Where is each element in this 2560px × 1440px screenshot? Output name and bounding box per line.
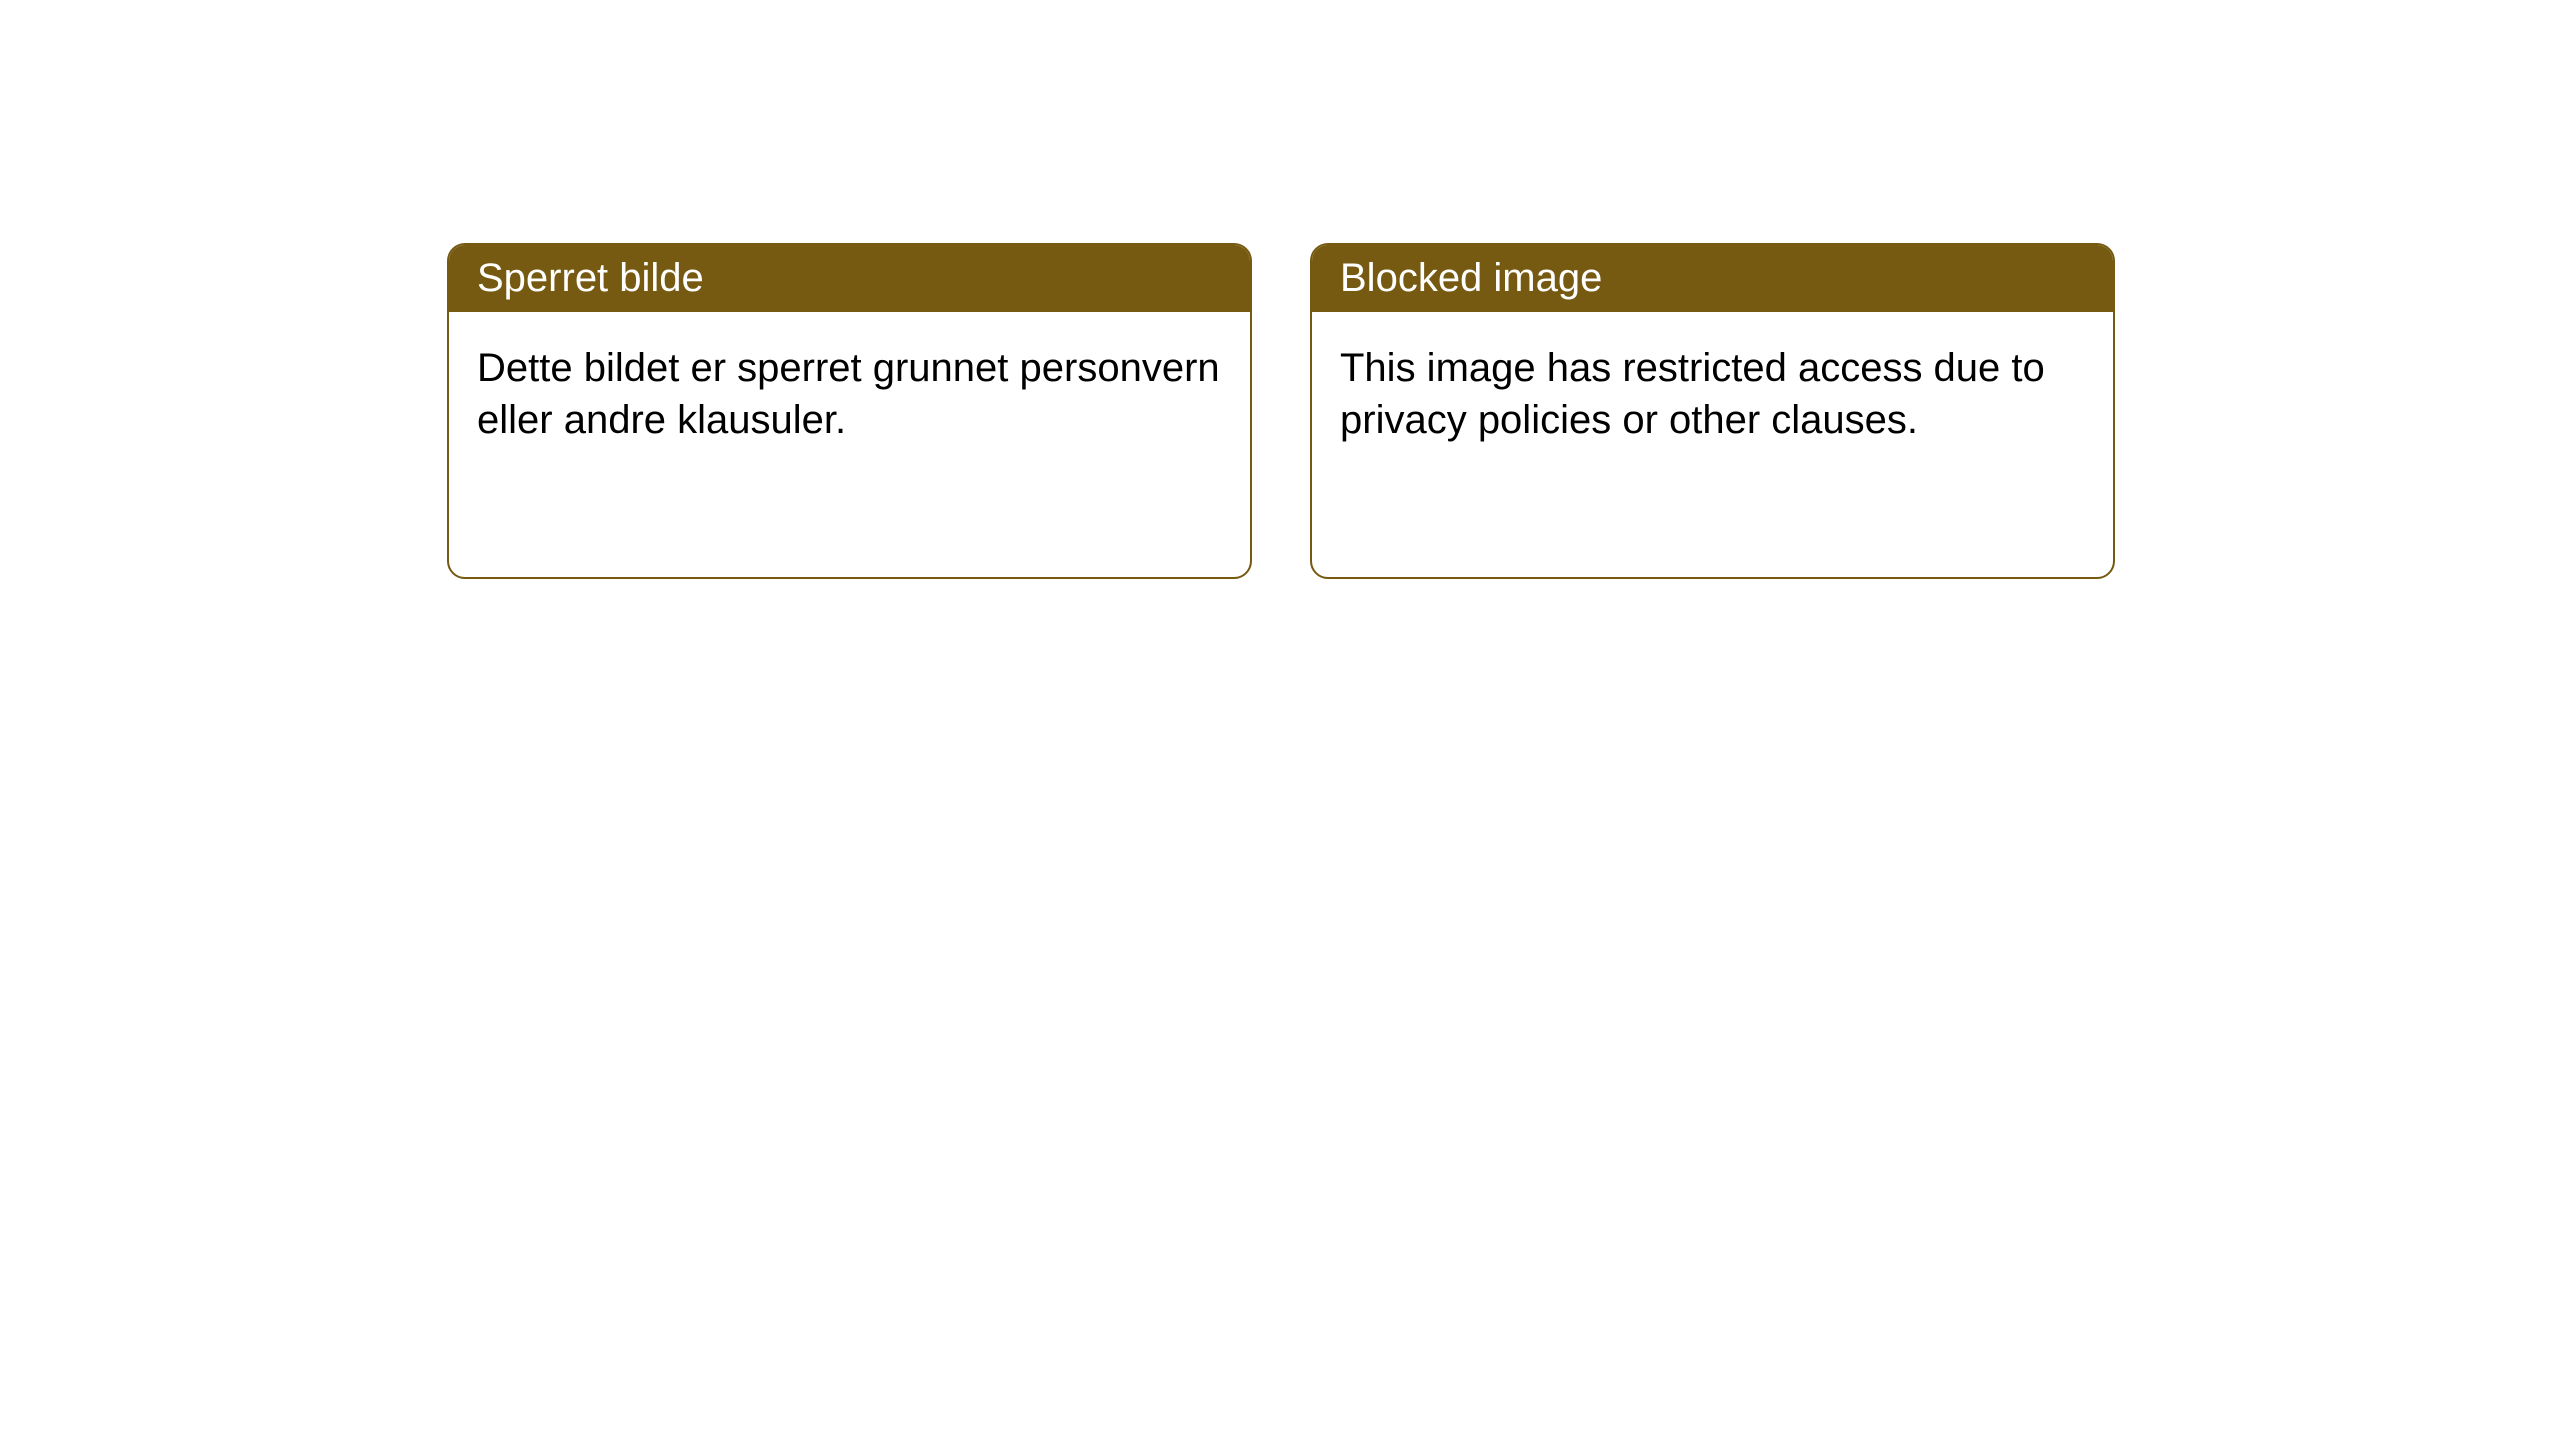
notice-card-norwegian: Sperret bilde Dette bildet er sperret gr…: [447, 243, 1252, 579]
notice-body: This image has restricted access due to …: [1312, 312, 2113, 476]
notice-body: Dette bildet er sperret grunnet personve…: [449, 312, 1250, 476]
notice-card-english: Blocked image This image has restricted …: [1310, 243, 2115, 579]
notice-header: Sperret bilde: [449, 245, 1250, 312]
notice-title: Blocked image: [1340, 256, 1602, 300]
notice-body-text: Dette bildet er sperret grunnet personve…: [477, 346, 1220, 442]
notice-header: Blocked image: [1312, 245, 2113, 312]
notice-title: Sperret bilde: [477, 256, 704, 300]
notice-body-text: This image has restricted access due to …: [1340, 346, 2045, 442]
notice-container: Sperret bilde Dette bildet er sperret gr…: [447, 243, 2115, 579]
